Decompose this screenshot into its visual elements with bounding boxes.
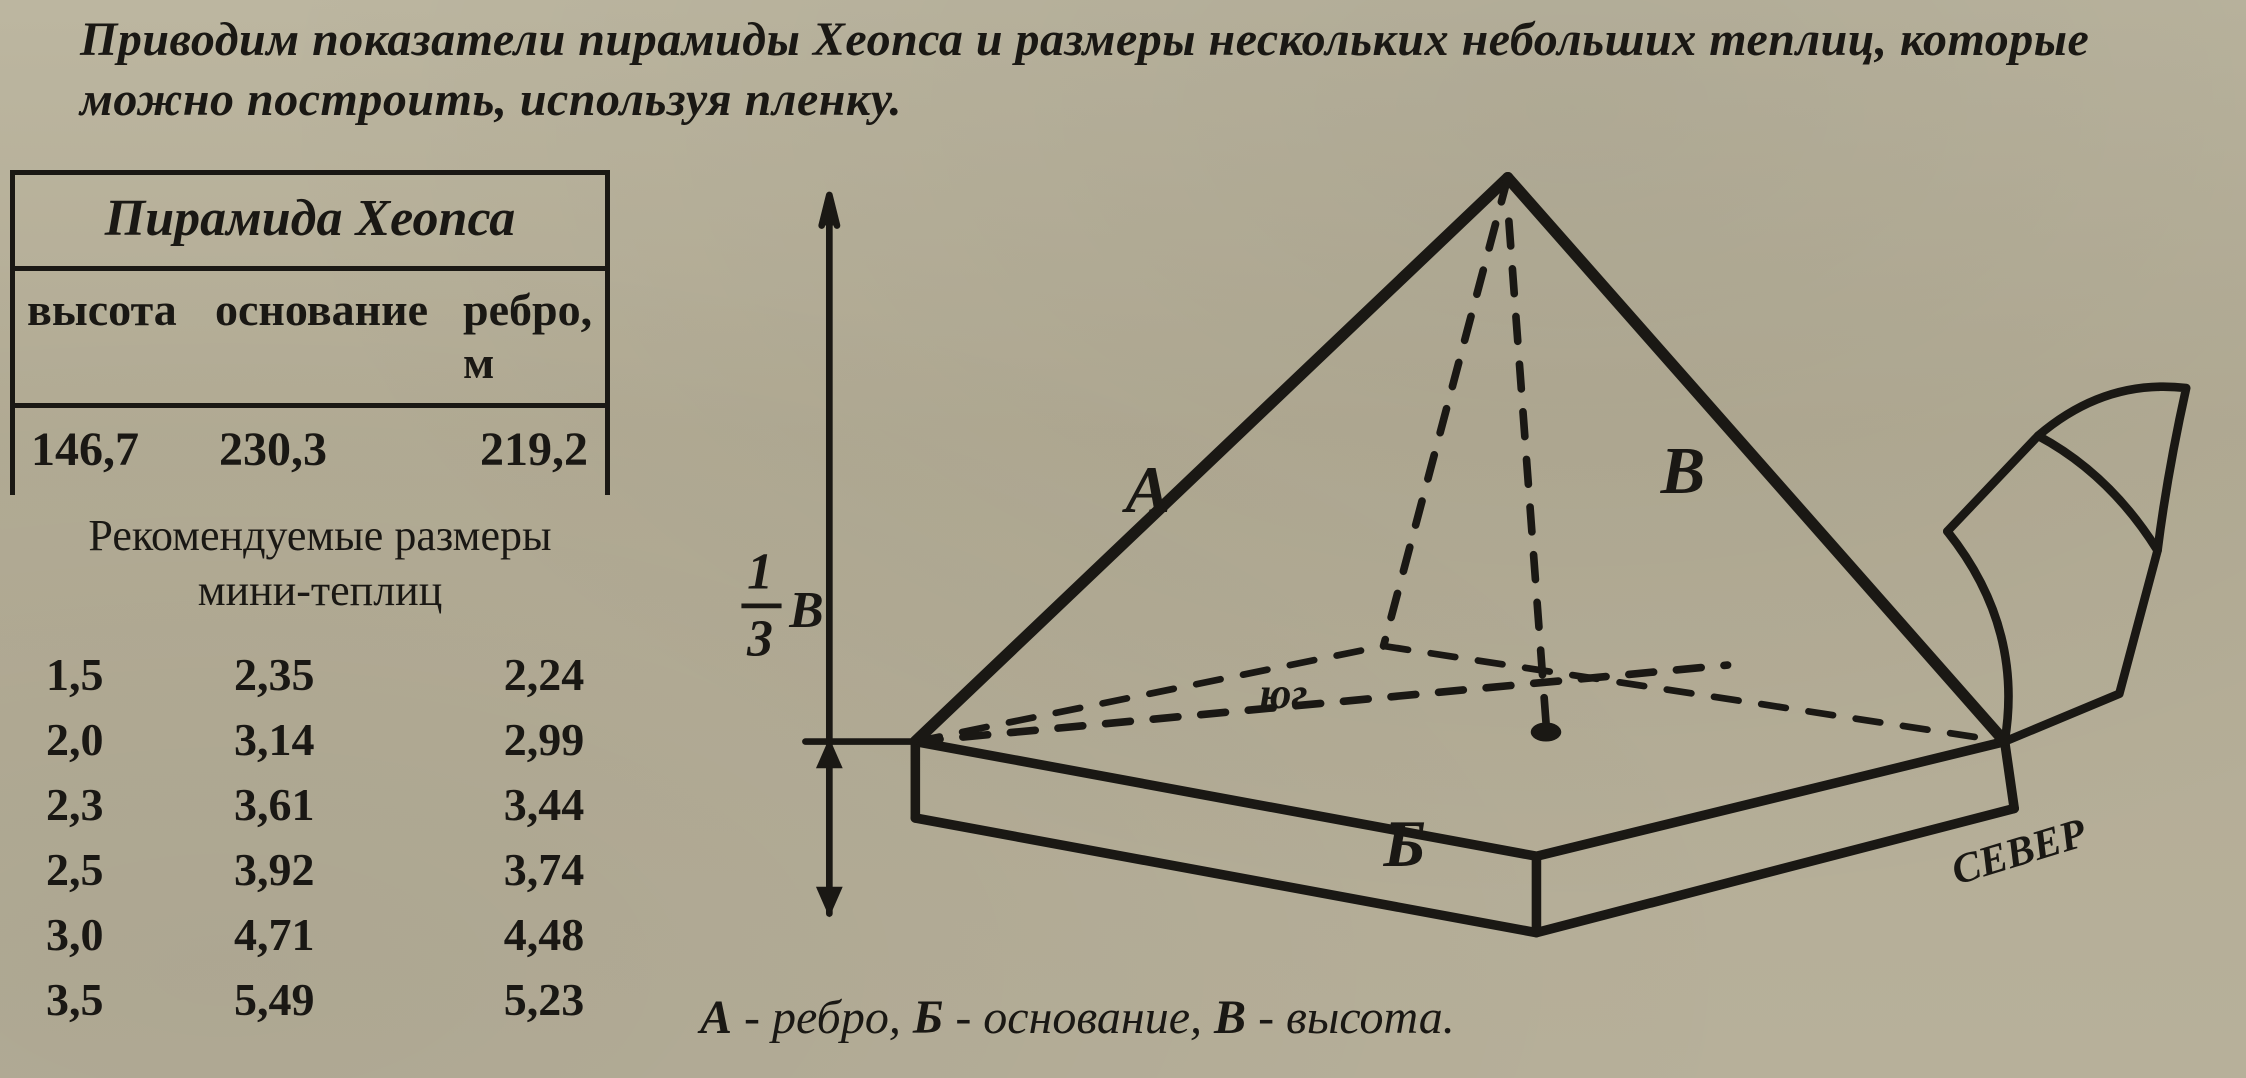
label-frac-top: 1 <box>747 544 773 601</box>
left-column: Пирамида Хеопса высота основание ребро, … <box>0 170 660 1060</box>
cell-edge: 4,48 <box>478 902 610 967</box>
caption-a-key: А <box>700 991 732 1044</box>
label-v: В <box>1660 434 1706 508</box>
pyramid-diagram: 1 3 В А В Б юг СЕВЕР <box>680 130 2240 990</box>
label-b: Б <box>1383 807 1426 881</box>
right-column: 1 3 В А В Б юг СЕВЕР <box>660 170 2246 1060</box>
cell-base: 2,35 <box>230 642 478 707</box>
table-subtitle: Рекомендуемые размеры мини-теплиц <box>30 508 610 618</box>
table-row: 2,5 3,92 3,74 <box>30 837 610 902</box>
cell-height: 2,5 <box>30 837 230 902</box>
cell-edge: 3,74 <box>478 837 610 902</box>
table-row-cheops: 146,7 230,3 219,2 <box>15 408 605 495</box>
cheops-height: 146,7 <box>15 408 215 495</box>
cell-edge: 2,99 <box>478 707 610 772</box>
cell-height: 2,0 <box>30 707 230 772</box>
label-a: А <box>1122 453 1171 527</box>
cell-edge: 5,23 <box>478 967 610 1032</box>
cell-height: 2,3 <box>30 772 230 837</box>
intro-paragraph: Приводим показатели пирамиды Хеопса и ра… <box>80 10 2226 130</box>
cell-base: 3,92 <box>230 837 478 902</box>
table-header-row: высота основание ребро, м <box>15 271 605 408</box>
table-row: 2,3 3,61 3,44 <box>30 772 610 837</box>
cell-height: 3,0 <box>30 902 230 967</box>
pyramid-svg: 1 3 В А В Б юг СЕВЕР <box>680 130 2240 990</box>
table-title: Пирамида Хеопса <box>15 175 605 271</box>
table-row: 2,0 3,14 2,99 <box>30 707 610 772</box>
label-frac-bot: 3 <box>746 611 773 668</box>
mini-greenhouse-rows: 1,5 2,35 2,24 2,0 3,14 2,99 2,3 3,61 3,4… <box>30 642 610 1032</box>
caption-v-key: В <box>1214 991 1246 1044</box>
cell-height: 3,5 <box>30 967 230 1032</box>
cheops-table: Пирамида Хеопса высота основание ребро, … <box>10 170 610 495</box>
header-base: основание <box>211 271 459 403</box>
cheops-edge: 219,2 <box>463 408 605 495</box>
table-row: 1,5 2,35 2,24 <box>30 642 610 707</box>
cell-base: 3,14 <box>230 707 478 772</box>
cell-edge: 3,44 <box>478 772 610 837</box>
content-columns: Пирамида Хеопса высота основание ребро, … <box>0 170 2246 1060</box>
cell-base: 4,71 <box>230 902 478 967</box>
header-height: высота <box>15 271 211 403</box>
page: Приводим показатели пирамиды Хеопса и ра… <box>0 0 2246 1078</box>
label-frac-var: В <box>788 582 823 639</box>
cell-base: 5,49 <box>230 967 478 1032</box>
diagram-caption: А - ребро, Б - основание, В - высота. <box>700 990 1455 1045</box>
cell-height: 1,5 <box>30 642 230 707</box>
cell-edge: 2,24 <box>478 642 610 707</box>
table-row: 3,5 5,49 5,23 <box>30 967 610 1032</box>
caption-a-val: ребро <box>772 991 889 1044</box>
caption-b-val: основание <box>983 991 1190 1044</box>
label-south: юг <box>1259 669 1307 718</box>
table-row: 3,0 4,71 4,48 <box>30 902 610 967</box>
cheops-base: 230,3 <box>215 408 463 495</box>
cell-base: 3,61 <box>230 772 478 837</box>
caption-v-val: высота <box>1286 991 1443 1044</box>
caption-b-key: Б <box>913 991 944 1044</box>
header-edge: ребро, м <box>459 271 605 403</box>
